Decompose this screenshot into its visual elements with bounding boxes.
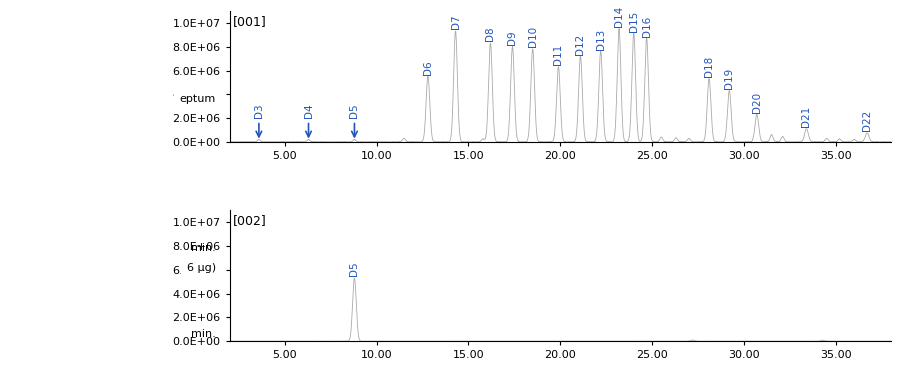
Text: 6 µg): 6 µg)	[187, 263, 216, 273]
Text: eptum: eptum	[180, 94, 216, 104]
Text: D22: D22	[862, 110, 872, 131]
Text: D14: D14	[614, 6, 624, 27]
Text: D9: D9	[508, 30, 518, 45]
Text: min.: min.	[191, 329, 216, 339]
Text: D18: D18	[704, 56, 714, 77]
Text: D8: D8	[485, 27, 495, 41]
Text: D16: D16	[642, 15, 652, 37]
Text: D21: D21	[802, 106, 812, 127]
Text: [002]: [002]	[233, 214, 266, 227]
Text: D10: D10	[527, 26, 537, 47]
Text: [001]: [001]	[233, 15, 266, 28]
Text: D12: D12	[575, 33, 586, 55]
Text: D13: D13	[596, 29, 606, 50]
Text: D5: D5	[349, 103, 359, 118]
Text: D19: D19	[724, 68, 734, 89]
Text: D4: D4	[303, 103, 313, 118]
Text: D7: D7	[451, 15, 461, 29]
Text: D11: D11	[554, 44, 563, 65]
Text: D6: D6	[423, 60, 433, 75]
Text: D3: D3	[254, 103, 264, 118]
Text: min.: min.	[191, 243, 216, 253]
Text: D15: D15	[629, 11, 639, 32]
Text: D20: D20	[752, 92, 762, 113]
Text: D5: D5	[349, 262, 359, 276]
